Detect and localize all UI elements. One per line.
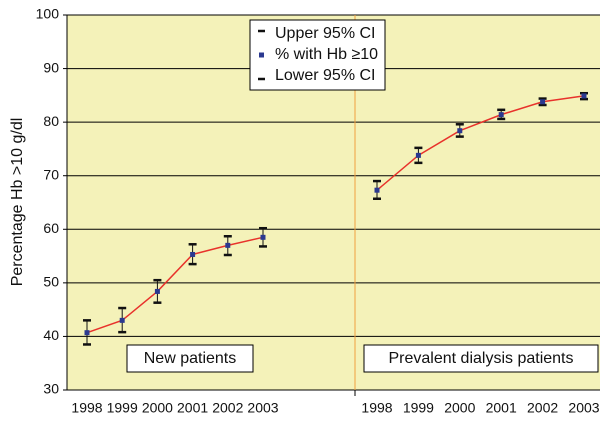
x-tick-label: 2003 [247, 400, 278, 416]
point [84, 330, 90, 336]
annotation-box [363, 344, 599, 373]
point [260, 234, 266, 240]
x-tick-label: 1999 [107, 400, 138, 416]
point [540, 99, 546, 105]
y-tick-label: 30 [43, 381, 59, 397]
y-tick-label: 40 [43, 327, 59, 343]
y-tick-label: 80 [43, 113, 59, 129]
y-tick-label: 50 [43, 274, 59, 290]
x-tick-label: 2002 [527, 400, 558, 416]
x-tick-label: 2001 [177, 400, 208, 416]
x-tick-label: 2003 [568, 400, 599, 416]
series-line [376, 95, 585, 191]
point [498, 112, 504, 118]
point [119, 317, 125, 323]
point [154, 288, 160, 294]
legend-label: Lower 95% CI [275, 67, 376, 84]
x-tick-label: 1999 [403, 400, 434, 416]
series-line [86, 236, 264, 334]
legend-box [249, 19, 386, 91]
y-tick-label: 60 [43, 220, 59, 236]
y-tick-label: 90 [43, 59, 59, 75]
point [457, 128, 463, 134]
point [374, 187, 380, 193]
x-tick-label: 1998 [361, 400, 392, 416]
legend-label: Upper 95% CI [275, 25, 376, 42]
point [190, 251, 196, 257]
group-label: Prevalent dialysis patients [389, 350, 574, 367]
x-tick-label: 2000 [142, 400, 173, 416]
x-tick-label: 2000 [444, 400, 475, 416]
group-label: New patients [144, 350, 237, 367]
y-axis-label: Percentage Hb >10 g/dl [9, 118, 26, 287]
x-tick-label: 1998 [71, 400, 102, 416]
x-tick-label: 2002 [212, 400, 243, 416]
point [415, 152, 421, 158]
point [225, 242, 231, 248]
legend-label: % with Hb ≥10 [275, 46, 378, 63]
y-tick-label: 100 [36, 6, 60, 22]
annotation-box [126, 344, 254, 373]
legend-marker [259, 52, 264, 58]
y-tick-label: 70 [43, 166, 59, 182]
point [581, 93, 587, 99]
x-tick-label: 2001 [486, 400, 517, 416]
